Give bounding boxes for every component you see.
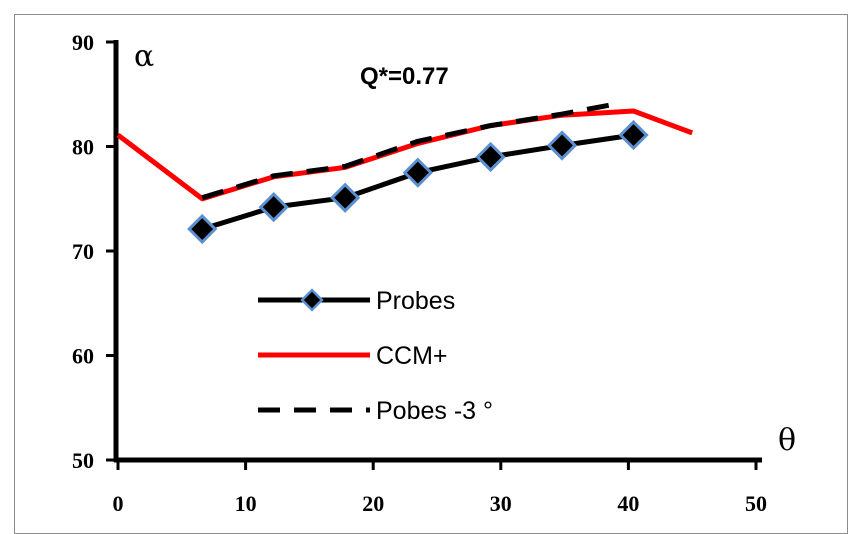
legend-probes-label: Probes bbox=[376, 287, 455, 315]
legend-item-ccm: CCM+ bbox=[258, 342, 448, 370]
legend: Probes CCM+ Pobes -3 ° bbox=[258, 287, 493, 425]
y-tick-label-60: 60 bbox=[72, 344, 94, 369]
ticks-layer: 0 10 20 30 40 50 50 60 70 80 90 bbox=[72, 30, 767, 516]
y-tick-label-80: 80 bbox=[72, 135, 94, 160]
probes-point-0 bbox=[187, 213, 218, 245]
legend-item-probes-minus-3: Pobes -3 ° bbox=[258, 397, 493, 425]
probes-point-5 bbox=[546, 130, 578, 161]
y-tick-label-70: 70 bbox=[72, 239, 94, 264]
probes-point-4 bbox=[475, 141, 506, 173]
x-axis-label: θ bbox=[778, 423, 796, 458]
x-tick-label-40: 40 bbox=[617, 491, 639, 516]
legend-ccm-label: CCM+ bbox=[376, 342, 448, 370]
y-tick-label-90: 90 bbox=[72, 30, 94, 55]
series-line-2 bbox=[201, 102, 613, 201]
x-tick-label-0: 0 bbox=[113, 491, 124, 516]
probes-point-1 bbox=[258, 191, 289, 223]
x-tick-label-20: 20 bbox=[362, 491, 384, 516]
y-tick-label-50: 50 bbox=[72, 448, 94, 473]
series-line-1 bbox=[116, 108, 694, 202]
legend-probes-minus-3-label: Pobes -3 ° bbox=[376, 397, 493, 425]
legend-probes-marker bbox=[300, 288, 324, 312]
annotation-q-value: Q*=0.77 bbox=[360, 63, 449, 90]
x-tick-label-50: 50 bbox=[745, 491, 767, 516]
chart-frame bbox=[14, 14, 848, 534]
x-tick-label-30: 30 bbox=[490, 491, 512, 516]
probes-point-6 bbox=[618, 119, 649, 151]
legend-item-probes: Probes bbox=[258, 287, 455, 315]
x-tick-label-10: 10 bbox=[235, 491, 257, 516]
y-axis-label: α bbox=[134, 39, 154, 74]
probes-point-3 bbox=[402, 157, 433, 188]
probes-point-2 bbox=[330, 182, 361, 213]
series-layer bbox=[116, 102, 694, 245]
